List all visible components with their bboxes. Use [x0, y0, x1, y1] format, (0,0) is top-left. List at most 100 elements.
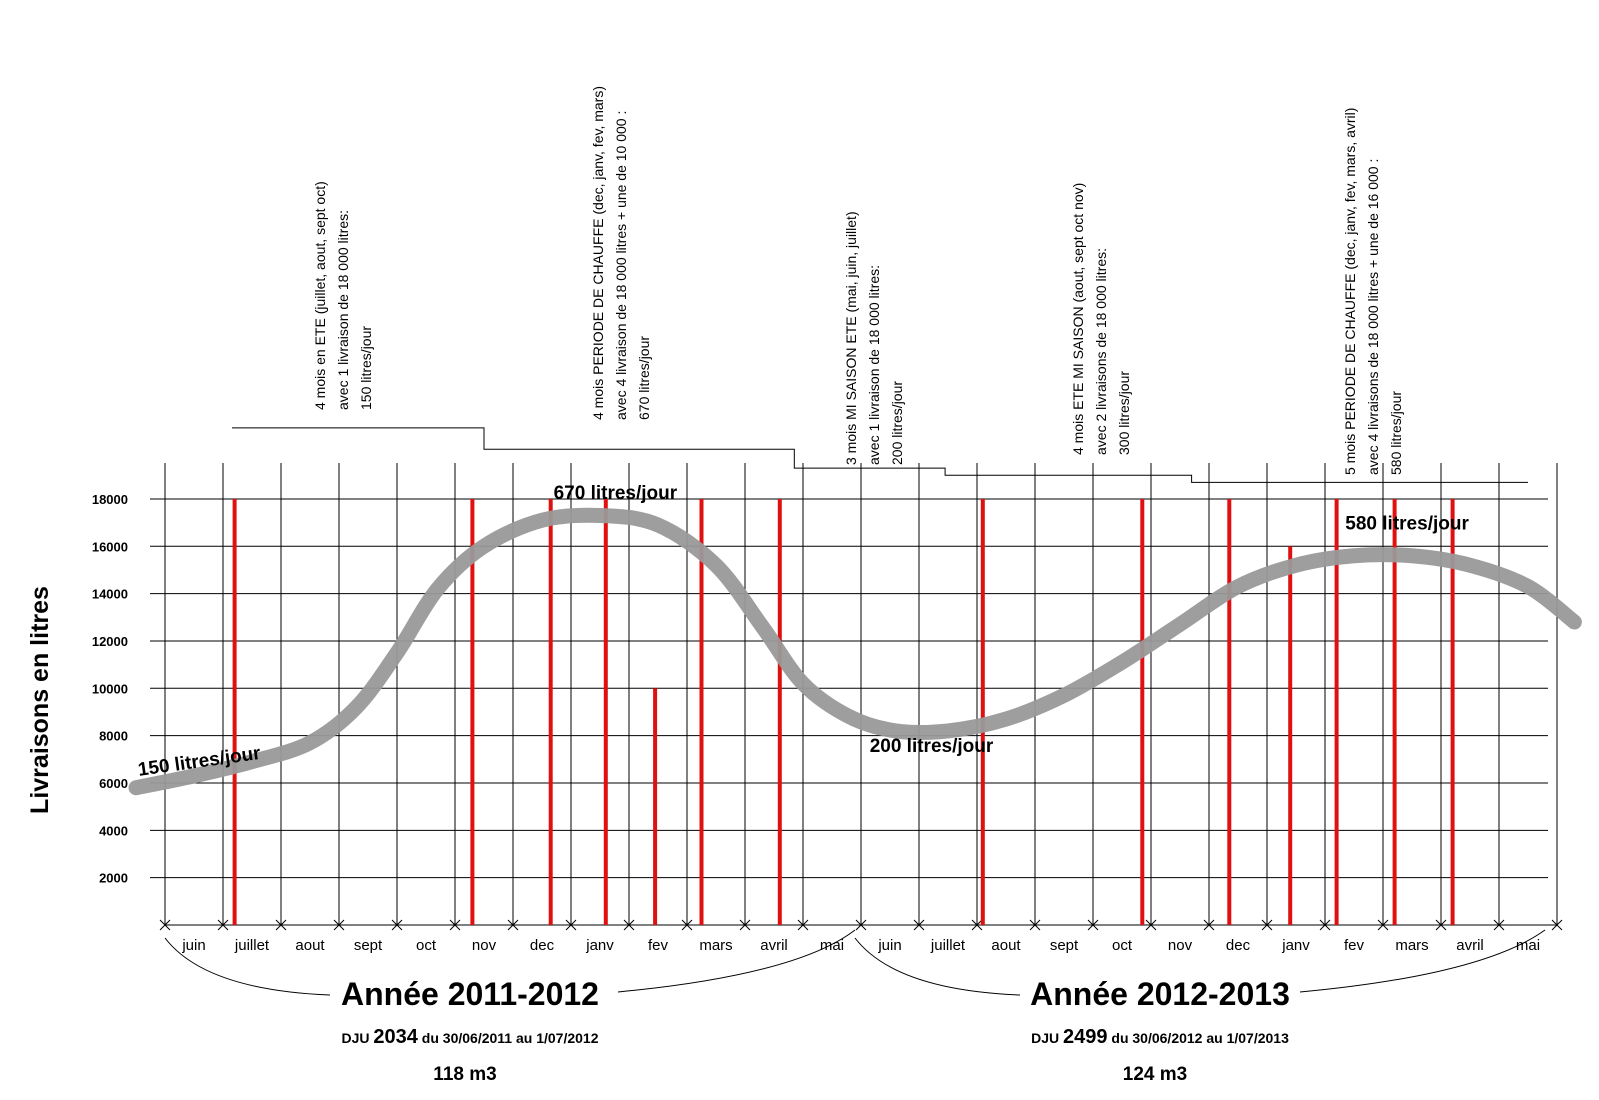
x-tick-mark	[1145, 919, 1157, 931]
y-tick-label: 14000	[92, 587, 128, 602]
year-label: Année 2011-2012	[341, 976, 599, 1012]
volume-label: 124 m3	[1123, 1064, 1187, 1085]
year-summary: Année 2011-2012 DJU 2034 du 30/06/2011 au…	[164, 929, 856, 1085]
dju-period: du 30/06/2011 au 1/07/2012	[418, 1030, 599, 1046]
period-annotation-line: avec 4 livraison de 18 000 litres + une …	[613, 111, 629, 420]
period-annotations: 4 mois en ETE (juillet, aout, sept oct) a…	[232, 86, 1528, 483]
period-annotation-line: 580 litres/jour	[1388, 391, 1404, 475]
x-tick-mark	[159, 919, 171, 931]
x-tick-mark	[1029, 919, 1041, 931]
x-tick-mark	[333, 919, 345, 931]
month-label: nov	[472, 937, 497, 954]
year-label: Année 2012-2013	[1030, 976, 1290, 1012]
delivery-bars	[232, 498, 1455, 925]
x-tick-mark	[1319, 919, 1331, 931]
year-bracket-right	[617, 929, 856, 993]
year-bracket-left	[854, 937, 1021, 996]
x-tick-mark	[1435, 919, 1447, 931]
x-tick-mark	[391, 919, 403, 931]
dju-value: 2034	[373, 1026, 418, 1048]
period-annotation-line: 300 litres/jour	[1116, 371, 1132, 455]
y-tick-label: 16000	[92, 539, 128, 554]
x-tick-mark	[971, 919, 983, 931]
month-label: janv	[585, 937, 614, 954]
dju-prefix: DJU	[1031, 1030, 1063, 1046]
x-tick-mark	[1551, 919, 1563, 931]
year-summary: Année 2012-2013 DJU 2499 du 30/06/2012 au…	[854, 929, 1546, 1085]
month-label: mai	[1516, 937, 1540, 954]
month-label: nov	[1168, 937, 1193, 954]
x-tick-mark	[1087, 919, 1099, 931]
month-label: juillet	[234, 937, 270, 954]
x-tick-mark	[1261, 919, 1273, 931]
period-annotation: 4 mois en ETE (juillet, aout, sept oct) a…	[312, 181, 374, 410]
y-tick-label: 6000	[99, 776, 128, 791]
y-axis-label: Livraisons en litres	[26, 586, 54, 814]
y-tick-label: 10000	[92, 681, 128, 696]
month-label: oct	[1112, 937, 1133, 954]
dju-period: du 30/06/2012 au 1/07/2013	[1108, 1030, 1290, 1046]
x-tick-mark	[913, 919, 925, 931]
month-label: fev	[1344, 937, 1365, 954]
trend-line	[128, 507, 1582, 796]
year-summaries: Année 2011-2012 DJU 2034 du 30/06/2011 au…	[164, 929, 1546, 1085]
period-annotation-line: avec 4 livraisons de 18 000 litres + une…	[1365, 159, 1381, 475]
x-tick-mark	[1377, 919, 1389, 931]
year-bracket-left	[164, 937, 331, 996]
month-label: juin	[877, 937, 901, 954]
period-annotation: 4 mois ETE MI SAISON (aout, sept oct nov…	[1070, 183, 1132, 455]
period-annotation-line: 3 mois MI SAISON ETE (mai, juin, juillet…	[843, 211, 859, 465]
month-label: avril	[1456, 937, 1484, 954]
period-annotation-line: avec 2 livraisons de 18 000 litres:	[1093, 248, 1109, 455]
trend-curve	[128, 507, 1582, 796]
x-tick-mark	[623, 919, 635, 931]
period-step-line	[232, 427, 1528, 483]
period-annotation-line: 200 litres/jour	[889, 381, 905, 465]
period-annotation: 4 mois PERIODE DE CHAUFFE (dec, janv, fe…	[590, 86, 652, 420]
month-label: sept	[354, 937, 383, 954]
x-tick-mark	[681, 919, 693, 931]
chart-grid: 2000 4000 6000 8000 10000 12000 14000 16000 1800…	[26, 463, 1563, 954]
month-label: mars	[1395, 937, 1428, 954]
period-annotation-line: avec 1 livraison de 18 000 litres:	[866, 265, 882, 465]
month-label: oct	[416, 937, 437, 954]
month-label: juillet	[930, 937, 966, 954]
rate-label: 580 litres/jour	[1345, 514, 1469, 535]
x-tick-mark	[797, 919, 809, 931]
month-label: dec	[1226, 937, 1251, 954]
period-annotation-line: 5 mois PERIODE DE CHAUFFE (dec, janv, fe…	[1342, 108, 1358, 475]
month-label: avril	[760, 937, 788, 954]
x-tick-mark	[1203, 919, 1215, 931]
x-tick-mark	[739, 919, 751, 931]
x-tick-mark	[1493, 919, 1505, 931]
x-tick-mark	[507, 919, 519, 931]
year-bracket-right	[1299, 929, 1546, 993]
dju-value: 2499	[1063, 1026, 1108, 1048]
period-annotation-line: 4 mois ETE MI SAISON (aout, sept oct nov…	[1070, 183, 1086, 455]
rate-label: 670 litres/jour	[554, 483, 678, 504]
x-tick-mark	[275, 919, 287, 931]
y-tick-label: 18000	[92, 492, 128, 507]
period-annotation-line: 4 mois en ETE (juillet, aout, sept oct)	[312, 181, 328, 410]
y-tick-label: 8000	[99, 729, 128, 744]
x-tick-mark	[565, 919, 577, 931]
month-label: aout	[991, 937, 1021, 954]
month-label: aout	[295, 937, 325, 954]
period-annotation-line: avec 1 livraison de 18 000 litres:	[335, 210, 351, 410]
period-annotation: 5 mois PERIODE DE CHAUFFE (dec, janv, fe…	[1342, 108, 1404, 475]
x-tick-mark	[449, 919, 461, 931]
month-label: janv	[1281, 937, 1310, 954]
period-annotation-line: 150 litres/jour	[358, 326, 374, 410]
dju-prefix: DJU	[342, 1030, 374, 1046]
dju-line: DJU 2499 du 30/06/2012 au 1/07/2013	[1031, 1026, 1289, 1048]
period-annotation-line: 4 mois PERIODE DE CHAUFFE (dec, janv, fe…	[590, 86, 606, 420]
dju-line: DJU 2034 du 30/06/2011 au 1/07/2012	[342, 1026, 599, 1048]
month-label: mars	[699, 937, 732, 954]
y-tick-label: 4000	[99, 823, 128, 838]
x-tick-mark	[217, 919, 229, 931]
x-tick-mark	[855, 919, 867, 931]
month-label: sept	[1050, 937, 1079, 954]
month-label: fev	[648, 937, 669, 954]
volume-label: 118 m3	[433, 1064, 496, 1085]
